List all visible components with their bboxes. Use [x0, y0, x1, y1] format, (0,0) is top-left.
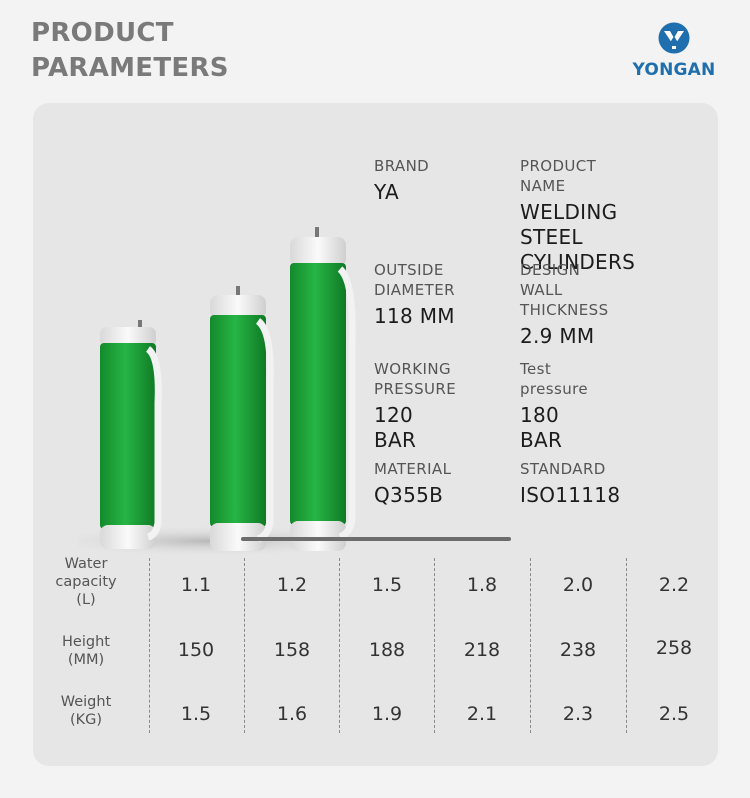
spec-brand: BRAND YA: [374, 156, 429, 205]
parameters-card: BRAND YA PRODUCT NAME WELDING STEEL CYLI…: [33, 103, 718, 766]
table-cell: 158: [273, 639, 311, 661]
spec-product-name: PRODUCT NAME WELDING STEEL CYLINDERS: [520, 156, 635, 275]
table-cell: 188: [368, 639, 406, 661]
table-cell: 2.5: [658, 703, 690, 725]
table-cell: 2.1: [466, 703, 498, 725]
yongan-logo-icon: [658, 22, 690, 54]
table-cell: 1.5: [180, 703, 212, 725]
spec-value: 120 BAR: [374, 403, 417, 452]
table-cell: 218: [463, 639, 501, 661]
row-label-height: Height (MM): [62, 634, 110, 668]
spec-test-pressure: Test pressure 180 BAR: [520, 359, 588, 453]
spec-value: 180 BAR: [520, 403, 563, 452]
divider-bar: [241, 537, 511, 541]
table-cell: 1.2: [276, 574, 308, 596]
spec-value: ISO11118: [520, 483, 621, 507]
row-label-weight: Weight (KG): [60, 694, 112, 728]
page-title: PRODUCT PARAMETERS: [31, 16, 229, 86]
column-divider: [339, 558, 340, 733]
page-title-line2: PARAMETERS: [31, 53, 229, 83]
spec-value: Q355B: [374, 483, 444, 507]
table-cell: 150: [177, 639, 215, 661]
table-cell: 1.5: [371, 574, 403, 596]
spec-working-pressure: WORKING PRESSURE 120 BAR: [374, 359, 456, 453]
spec-wall-thickness: DESIGN WALL THICKNESS 2.9 MM: [520, 260, 609, 349]
spec-label: STANDARD: [520, 460, 606, 478]
spec-outside-diameter: OUTSIDE DIAMETER 118 MM: [374, 260, 455, 329]
column-divider: [530, 558, 531, 733]
column-divider: [626, 558, 627, 733]
column-divider: [244, 558, 245, 733]
column-divider: [434, 558, 435, 733]
medium-cylinder: [210, 286, 274, 551]
brand-logo: YONGAN: [626, 22, 722, 82]
table-cell: 1.8: [466, 574, 498, 596]
table-cell: 1.6: [276, 703, 308, 725]
spec-label: OUTSIDE DIAMETER: [374, 261, 455, 299]
spec-value: 118 MM: [374, 304, 455, 328]
spec-standard: STANDARD ISO11118: [520, 459, 620, 508]
table-cell: 238: [559, 639, 597, 661]
table-cell: 2.0: [562, 574, 594, 596]
spec-value: YA: [374, 180, 399, 204]
page-title-line1: PRODUCT: [31, 18, 174, 48]
spec-label: PRODUCT NAME: [520, 157, 597, 195]
spec-label: BRAND: [374, 157, 430, 175]
table-cell: 2.2: [658, 574, 690, 596]
small-cylinder: [100, 320, 162, 549]
spec-label: MATERIAL: [374, 460, 452, 478]
table-cell: 2.3: [562, 703, 594, 725]
spec-label: DESIGN WALL THICKNESS: [520, 261, 609, 319]
spec-material: MATERIAL Q355B: [374, 459, 451, 508]
large-cylinder: [290, 227, 356, 551]
brand-logo-text: YONGAN: [632, 60, 716, 80]
column-divider: [149, 558, 150, 733]
spec-label: WORKING PRESSURE: [374, 360, 457, 398]
spec-label: Test pressure: [520, 360, 588, 398]
spec-value: 2.9 MM: [520, 324, 595, 348]
spec-value: WELDING STEEL CYLINDERS: [520, 200, 636, 274]
table-cell: 1.9: [371, 703, 403, 725]
cylinders-product-image: [78, 227, 378, 557]
table-cell: 1.1: [180, 574, 212, 596]
row-label-water-capacity: Water capacity (L): [55, 556, 117, 608]
table-cell: 258: [655, 637, 693, 659]
